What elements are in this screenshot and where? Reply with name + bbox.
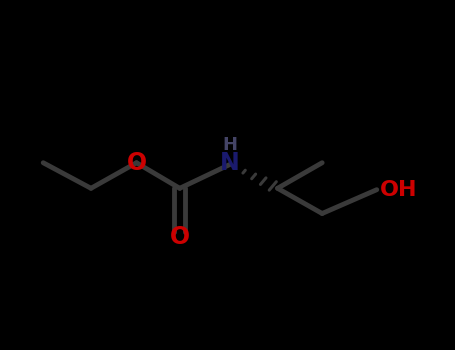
Text: H: H (222, 136, 237, 154)
Text: O: O (170, 225, 190, 249)
Text: N: N (220, 151, 240, 175)
Text: O: O (126, 151, 147, 175)
Text: OH: OH (379, 180, 417, 200)
